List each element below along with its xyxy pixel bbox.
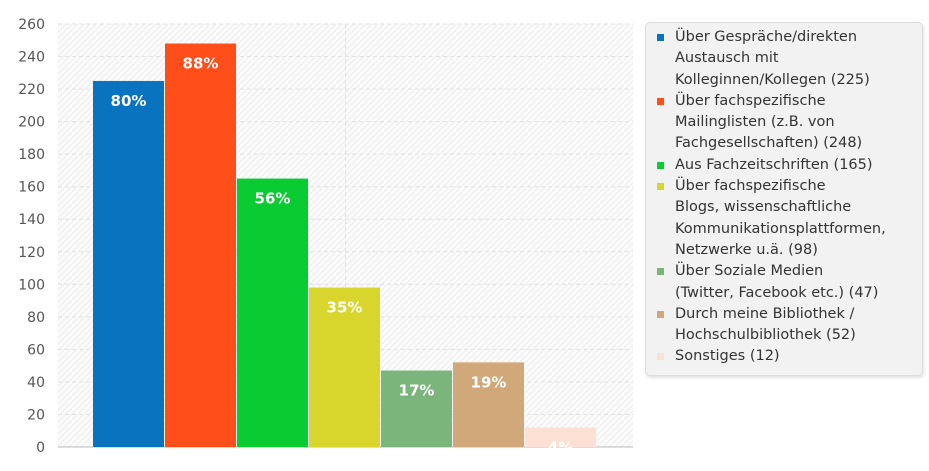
legend-item[interactable]: Über fachspezifische Mailinglisten (z.B. … xyxy=(656,91,914,155)
legend-label-line: Hochschulbibliothek (52) xyxy=(675,327,856,344)
legend-item[interactable]: Sonstiges (12) xyxy=(656,346,914,367)
y-tick-label: 220 xyxy=(18,82,45,98)
y-tick-label: 260 xyxy=(18,17,45,33)
bar xyxy=(309,287,380,447)
legend-label-line: Austausch mit xyxy=(675,50,779,67)
legend-label-line: Fachgesellschaften) (248) xyxy=(675,135,863,152)
legend-item[interactable]: Über Soziale Medien (Twitter, Facebook et… xyxy=(656,261,914,304)
legend-label-line: Netzwerke u.ä. (98) xyxy=(675,241,818,258)
legend-label-line: Über Soziale Medien xyxy=(675,263,824,280)
legend-swatch xyxy=(657,34,664,41)
bar xyxy=(453,362,524,447)
y-tick-label: 120 xyxy=(18,245,45,261)
data-label: 4% xyxy=(548,438,573,456)
legend-swatch xyxy=(657,97,664,105)
y-tick-label: 160 xyxy=(18,180,45,196)
y-tick-label: 180 xyxy=(18,147,45,163)
y-tick-label: 80 xyxy=(27,310,45,326)
legend-label-line: Kolleginnen/Kollegen (225) xyxy=(675,71,870,88)
y-tick-label: 40 xyxy=(27,375,45,391)
legend-item[interactable]: Über fachspezifische Blogs, wissenschaftl… xyxy=(656,176,914,261)
y-tick-label: 240 xyxy=(18,50,45,66)
legend-swatch xyxy=(657,310,664,318)
legend-label-line: Mailinglisten (z.B. von xyxy=(675,114,835,131)
legend-label-line: Kommunikationsplattformen, xyxy=(675,220,886,237)
bar xyxy=(165,43,236,448)
bar xyxy=(93,80,164,447)
y-tick-label: 0 xyxy=(36,440,45,456)
legend-label-line: Über fachspezifische xyxy=(675,178,826,195)
legend-label-line: Durch meine Bibliothek / xyxy=(675,305,855,322)
legend-swatch xyxy=(657,353,664,361)
legend-label-line: Sonstiges (12) xyxy=(675,348,780,365)
data-label: 19% xyxy=(471,373,507,391)
legend-swatch xyxy=(657,268,664,276)
data-label: 88% xyxy=(183,55,219,73)
legend-label-line: (Twitter, Facebook etc.) (47) xyxy=(675,284,879,301)
y-tick-label: 100 xyxy=(18,277,45,293)
legend-item[interactable]: Über Gespräche/direkten Austausch mit Koll… xyxy=(656,27,914,91)
bar xyxy=(525,427,596,447)
y-tick-label: 20 xyxy=(27,407,45,423)
y-tick-label: 140 xyxy=(18,212,45,228)
legend-label-line: Blogs, wissenschaftliche xyxy=(675,199,852,216)
bar xyxy=(237,178,308,448)
legend: Über Gespräche/direkten Austausch mit Koll… xyxy=(645,22,923,376)
legend-item[interactable]: Durch meine Bibliothek / Hochschulbibliot… xyxy=(656,304,914,347)
data-label: 17% xyxy=(399,382,435,400)
data-label: 56% xyxy=(255,190,291,208)
data-label: 80% xyxy=(111,92,147,110)
y-tick-label: 60 xyxy=(27,342,45,358)
legend-label-line: Über fachspezifische xyxy=(675,92,826,109)
legend-label-line: Aus Fachzeitschriften (165) xyxy=(675,156,873,173)
y-tick-label: 200 xyxy=(18,115,45,131)
bar-chart: 0 20 40 60 80 100 120 140 160 180 200 220 240 260 80%… xyxy=(18,17,633,456)
legend-swatch xyxy=(657,183,664,191)
legend-label-line: Über Gespräche/direkten xyxy=(675,29,858,45)
data-label: 35% xyxy=(327,299,363,317)
bar xyxy=(381,370,452,447)
legend-item[interactable]: Aus Fachzeitschriften (165) xyxy=(656,155,914,176)
legend-swatch xyxy=(657,161,664,169)
